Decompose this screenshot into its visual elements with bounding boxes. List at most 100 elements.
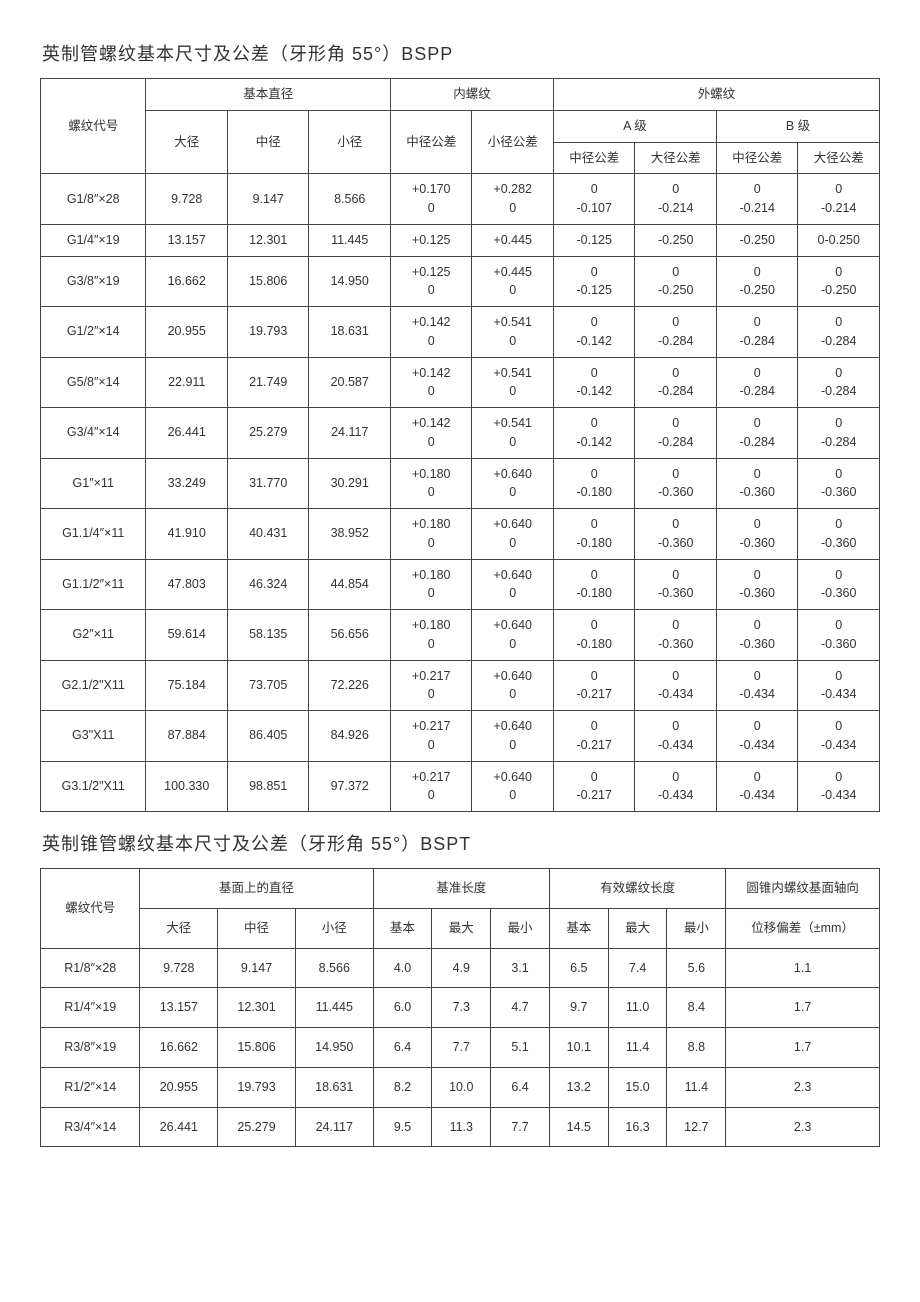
cell-code: G1″×11 [41,458,146,509]
cell-ref-max: 7.3 [432,988,491,1028]
th-a-pitch-tol: 中径公差 [553,142,635,174]
cell-a-major-tol: 0 -0.214 [635,174,717,225]
cell-code: G1/8″×28 [41,174,146,225]
th-ref-len: 基准长度 [373,869,549,909]
table-row: G3/4″×1426.44125.27924.117+0.142 0+0.541… [41,408,880,459]
cell-pitch: 73.705 [227,660,309,711]
cell-b-pitch-tol: 0 -0.284 [716,307,798,358]
cell-int-minor-tol: +0.640 0 [472,559,554,610]
cell-major: 13.157 [140,988,218,1028]
cell-dev: 1.7 [726,1028,880,1068]
cell-eff-min: 12.7 [667,1107,726,1147]
cell-pitch: 86.405 [227,711,309,762]
cell-code: R1/2″×14 [41,1067,140,1107]
cell-b-pitch-tol: 0 -0.214 [716,174,798,225]
cell-int-minor-tol: +0.541 0 [472,408,554,459]
cell-pitch: 15.806 [227,256,309,307]
bspp-header: 螺纹代号 基本直径 内螺纹 外螺纹 大径 中径 小径 中径公差 小径公差 A 级… [41,79,880,174]
cell-b-pitch-tol: 0 -0.250 [716,256,798,307]
cell-major: 47.803 [146,559,228,610]
cell-b-major-tol: 0 -0.284 [798,408,880,459]
cell-b-pitch-tol: 0 -0.284 [716,357,798,408]
th-b-pitch-tol: 中径公差 [716,142,798,174]
cell-code: G1.1/4″×11 [41,509,146,560]
th-minor: 小径 [309,110,391,174]
th-code: 螺纹代号 [41,869,140,949]
cell-code: G3/8″×19 [41,256,146,307]
cell-b-pitch-tol: 0 -0.434 [716,660,798,711]
th-grade-b: B 级 [716,110,879,142]
th-major: 大径 [146,110,228,174]
cell-ref-max: 10.0 [432,1067,491,1107]
th-external: 外螺纹 [553,79,879,111]
cell-eff-min: 8.4 [667,988,726,1028]
cell-a-major-tol: 0 -0.284 [635,408,717,459]
cell-int-minor-tol: +0.640 0 [472,458,554,509]
cell-eff-min: 5.6 [667,948,726,988]
cell-int-minor-tol: +0.640 0 [472,610,554,661]
cell-ref-basic: 6.4 [373,1028,432,1068]
cell-a-major-tol: 0 -0.250 [635,256,717,307]
cell-b-pitch-tol: 0 -0.284 [716,408,798,459]
cell-b-major-tol: 0 -0.360 [798,458,880,509]
cell-int-pitch-tol: +0.142 0 [390,357,472,408]
cell-ref-basic: 6.0 [373,988,432,1028]
cell-code: G5/8″×14 [41,357,146,408]
cell-minor: 44.854 [309,559,391,610]
cell-b-major-tol: 0 -0.434 [798,761,880,812]
th-minor: 小径 [295,908,373,948]
cell-pitch: 25.279 [227,408,309,459]
cell-b-major-tol: 0 -0.284 [798,307,880,358]
cell-pitch: 25.279 [218,1107,296,1147]
cell-a-pitch-tol: 0 -0.142 [553,408,635,459]
cell-pitch: 9.147 [218,948,296,988]
cell-pitch: 58.135 [227,610,309,661]
th-b-major-tol: 大径公差 [798,142,880,174]
th-min: 最小 [491,908,550,948]
cell-dev: 1.7 [726,988,880,1028]
th-pitch: 中径 [218,908,296,948]
cell-a-pitch-tol: -0.125 [553,224,635,256]
cell-major: 26.441 [146,408,228,459]
cell-eff-max: 15.0 [608,1067,667,1107]
table-row: R3/8″×1916.66215.80614.9506.47.75.110.11… [41,1028,880,1068]
cell-a-pitch-tol: 0 -0.107 [553,174,635,225]
cell-int-minor-tol: +0.445 [472,224,554,256]
cell-code: G1/2″×14 [41,307,146,358]
cell-int-pitch-tol: +0.180 0 [390,559,472,610]
cell-minor: 14.950 [295,1028,373,1068]
cell-a-pitch-tol: 0 -0.180 [553,559,635,610]
cell-major: 100.330 [146,761,228,812]
cell-minor: 24.117 [295,1107,373,1147]
cell-int-pitch-tol: +0.217 0 [390,660,472,711]
bspp-title: 英制管螺纹基本尺寸及公差（牙形角 55°）BSPP [42,40,880,66]
cell-minor: 24.117 [309,408,391,459]
cell-ref-min: 3.1 [491,948,550,988]
bspt-table: 螺纹代号 基面上的直径 基准长度 有效螺纹长度 圆锥内螺纹基面轴向 大径 中径 … [40,868,880,1147]
cell-int-minor-tol: +0.640 0 [472,761,554,812]
cell-minor: 30.291 [309,458,391,509]
cell-major: 87.884 [146,711,228,762]
cell-b-major-tol: 0 -0.360 [798,509,880,560]
th-int-pitch-tol: 中径公差 [390,110,472,174]
th-basic-dia: 基本直径 [146,79,391,111]
table-row: G3"X1187.88486.40584.926+0.217 0+0.640 0… [41,711,880,762]
table-row: G1/2″×1420.95519.79318.631+0.142 0+0.541… [41,307,880,358]
cell-pitch: 19.793 [227,307,309,358]
cell-major: 9.728 [146,174,228,225]
cell-pitch: 46.324 [227,559,309,610]
th-pitch: 中径 [227,110,309,174]
cell-major: 59.614 [146,610,228,661]
cell-ref-min: 7.7 [491,1107,550,1147]
cell-int-minor-tol: +0.445 0 [472,256,554,307]
cell-minor: 11.445 [295,988,373,1028]
th-base-dia: 基面上的直径 [140,869,373,909]
cell-major: 20.955 [146,307,228,358]
cell-pitch: 15.806 [218,1028,296,1068]
cell-a-major-tol: 0 -0.360 [635,610,717,661]
th-max: 最大 [608,908,667,948]
cell-minor: 97.372 [309,761,391,812]
cell-code: R3/8″×19 [41,1028,140,1068]
th-basic: 基本 [373,908,432,948]
th-axial: 圆锥内螺纹基面轴向 [726,869,880,909]
